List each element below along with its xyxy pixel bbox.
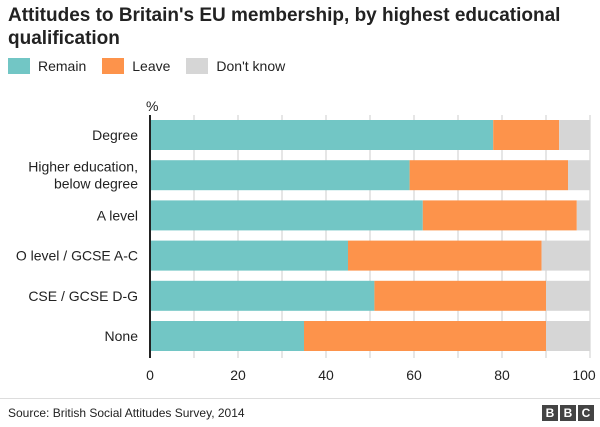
legend-swatch-dont-know — [186, 58, 209, 74]
logo-letter: B — [542, 405, 558, 421]
category-label: CSE / GCSE D-G — [28, 288, 138, 304]
x-tick-label: 0 — [146, 367, 154, 383]
bar-leave — [493, 120, 560, 150]
chart-plot: % Degree Higher education,below degree A le… — [16, 98, 596, 383]
category-label: Higher education, — [28, 159, 138, 175]
legend-item-remain: Remain — [8, 58, 86, 74]
bar-leave — [304, 321, 546, 351]
x-tick-label: 100 — [572, 367, 596, 383]
logo-letter: B — [560, 405, 576, 421]
bar-remain — [150, 240, 348, 271]
logo-letter: C — [578, 405, 594, 421]
bar-remain — [150, 200, 423, 231]
x-tick-label: 80 — [494, 367, 510, 383]
x-tick-label: 20 — [230, 367, 246, 383]
bar-don-t-know — [576, 200, 590, 231]
bar-leave — [422, 200, 577, 231]
bar-don-t-know — [559, 120, 590, 150]
legend-swatch-remain — [8, 58, 30, 74]
legend-label: Remain — [38, 58, 87, 74]
x-tick-label: 40 — [318, 367, 334, 383]
bar-leave — [409, 160, 568, 191]
bar-leave — [348, 240, 542, 271]
legend-item-dont-know: Don't know — [186, 58, 285, 74]
legend-item-leave: Leave — [102, 58, 170, 74]
category-label: None — [105, 328, 139, 344]
bar-don-t-know — [546, 280, 590, 311]
legend: Remain Leave Don't know — [8, 58, 285, 74]
footer: Source: British Social Attitudes Survey,… — [0, 398, 600, 427]
legend-label: Leave — [132, 58, 171, 74]
category-label: A level — [97, 207, 138, 223]
category-label: Degree — [92, 127, 138, 143]
bar-remain — [150, 321, 304, 351]
legend-label: Don't know — [216, 58, 286, 74]
bar-remain — [150, 280, 375, 311]
legend-swatch-leave — [102, 58, 125, 74]
chart-title: Attitudes to Britain's EU membership, by… — [8, 5, 561, 49]
source-text: Source: British Social Attitudes Survey,… — [8, 406, 245, 420]
bar-remain — [150, 160, 410, 191]
category-label: O level / GCSE A-C — [16, 248, 138, 264]
bar-remain — [150, 120, 494, 150]
bar-don-t-know — [568, 160, 590, 191]
bar-don-t-know — [546, 321, 590, 351]
x-tick-label: 60 — [406, 367, 422, 383]
unit-label: % — [146, 98, 158, 114]
bar-don-t-know — [541, 240, 590, 271]
category-label: below degree — [54, 176, 138, 192]
bar-leave — [374, 280, 546, 311]
